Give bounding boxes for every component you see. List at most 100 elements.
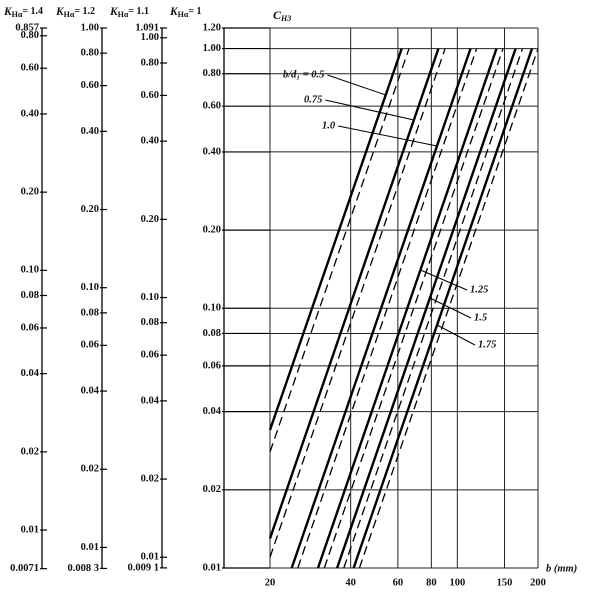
scale-tick-label: 0.10 <box>141 292 159 303</box>
scale-tick-label: 0.857 <box>15 22 39 33</box>
scale-tick-label: 0.60 <box>203 101 221 112</box>
scale-symbol: K <box>169 6 179 18</box>
annotation-leader <box>327 74 386 96</box>
series-line <box>268 48 440 539</box>
scale-tick-label: 0.10 <box>21 265 39 276</box>
annotation-leader <box>420 269 468 291</box>
annotation: 1.5 <box>474 312 487 323</box>
scale-tick-label: 0.40 <box>203 146 221 157</box>
series-line <box>297 48 478 569</box>
scale-tick-label: 0.20 <box>141 214 159 225</box>
scale-value: = 1 <box>188 6 201 17</box>
x-tick-label: 40 <box>345 577 356 588</box>
x-tick-label: 150 <box>497 577 513 588</box>
series-line <box>335 48 517 569</box>
x-tick-label: 100 <box>449 577 465 588</box>
scale-subscript: Hα <box>118 10 129 19</box>
scale-tick-label: 0.02 <box>81 464 99 475</box>
scale-tick-label: 0.0071 <box>10 563 39 574</box>
scale-tick-label: 0.04 <box>81 385 100 396</box>
annotation: 1.25 <box>470 284 488 295</box>
annotation: b/d₁ = 0.5 <box>283 69 324 80</box>
scale-tick-label: 0.20 <box>203 225 221 236</box>
scale-tick-label: 0.80 <box>141 57 159 68</box>
scale-tick-label: 0.60 <box>141 90 159 101</box>
series-line <box>358 48 539 569</box>
series-line <box>352 48 534 569</box>
scale-subscript: Hα <box>64 10 75 19</box>
scale-tick-label: 1.20 <box>203 22 221 33</box>
scale-tick-label: 0.008 3 <box>68 563 100 574</box>
scale-tick-label: 0.40 <box>21 108 39 119</box>
scale-tick-label: 0.02 <box>141 473 159 484</box>
scale-tick-label: 1.091 <box>135 22 159 33</box>
scale-tick-label: 0.04 <box>141 395 160 406</box>
x-axis-title: b (mm) <box>546 563 577 574</box>
scale-tick-label: 0.80 <box>81 48 99 59</box>
scale-tick-label: 0.20 <box>81 204 99 215</box>
scale-tick-label: 0.01 <box>203 562 221 573</box>
scale-tick-label: 0.06 <box>141 350 159 361</box>
annotation-leader <box>436 324 476 346</box>
scale-tick-label: 0.60 <box>21 63 39 74</box>
series-line <box>290 48 472 569</box>
annotation-leader <box>429 297 472 319</box>
scale-tick-label: 0.40 <box>81 126 99 137</box>
scale-tick-label: 0.009 1 <box>128 562 160 573</box>
scale-header: KHα= 1.4 <box>3 6 43 19</box>
annotation: 1.75 <box>478 339 496 350</box>
scale-header: KHα= 1.2 <box>55 6 95 19</box>
scale-tick-label: 0.08 <box>141 317 159 328</box>
scale-tick-label: 0.08 <box>21 290 39 301</box>
scale-tick-label: 1.00 <box>203 43 221 54</box>
scale-header: KHα= 1.1 <box>109 6 149 19</box>
scale-tick-label: 0.04 <box>21 368 40 379</box>
scale-tick-label: 0.40 <box>141 136 159 147</box>
scale-value: = 1.4 <box>22 6 43 17</box>
scale-tick-label: 0.08 <box>203 328 221 339</box>
scale-subscript: Hα <box>12 10 23 19</box>
annotation: 0.75 <box>304 94 322 105</box>
scale-tick-label: 0.60 <box>81 80 99 91</box>
x-tick-label: 80 <box>426 577 437 588</box>
scale-tick-label: 0.10 <box>203 303 221 314</box>
scale-value: = 1.1 <box>128 6 149 17</box>
series-line <box>343 48 524 569</box>
scale-tick-label: 0.80 <box>203 68 221 79</box>
annotation-leader <box>338 125 438 147</box>
x-tick-label: 20 <box>265 577 276 588</box>
scale-tick-label: 0.20 <box>21 187 39 198</box>
scale-tick-label: 0.80 <box>21 30 39 41</box>
series-line <box>323 48 504 569</box>
scale-tick-label: 0.06 <box>203 360 221 371</box>
scale-symbol: K <box>109 6 119 18</box>
annotation-leader <box>325 99 414 121</box>
scale-value: = 1.2 <box>74 6 95 17</box>
scale-tick-label: 0.04 <box>203 406 222 417</box>
scale-tick-label: 0.10 <box>81 282 99 293</box>
y-axis-title: CH3 <box>273 8 291 23</box>
scale-tick-label: 0.01 <box>141 552 159 563</box>
scale-tick-label: 1.00 <box>141 32 159 43</box>
series-line <box>316 48 498 569</box>
scale-header: KHα= 1 <box>169 6 202 19</box>
scale-symbol: K <box>55 6 65 18</box>
scale-tick-label: 0.06 <box>21 322 39 333</box>
scale-tick-label: 0.01 <box>81 542 99 553</box>
scale-tick-label: 1.00 <box>81 22 99 33</box>
scale-tick-label: 0.02 <box>21 446 39 457</box>
scale-tick-label: 0.01 <box>21 524 39 535</box>
scale-symbol: K <box>3 6 13 18</box>
series-line <box>269 48 446 558</box>
scale-tick-label: 0.02 <box>203 484 221 495</box>
y-axis-subscript: H3 <box>280 14 291 23</box>
y-axis-symbol: C <box>273 8 282 22</box>
annotation: 1.0 <box>322 120 336 131</box>
scale-subscript: Hα <box>178 10 189 19</box>
scale-tick-label: 0.06 <box>81 340 99 351</box>
scale-tick-label: 0.08 <box>81 307 99 318</box>
x-tick-label: 60 <box>393 577 404 588</box>
series-line <box>269 48 410 453</box>
